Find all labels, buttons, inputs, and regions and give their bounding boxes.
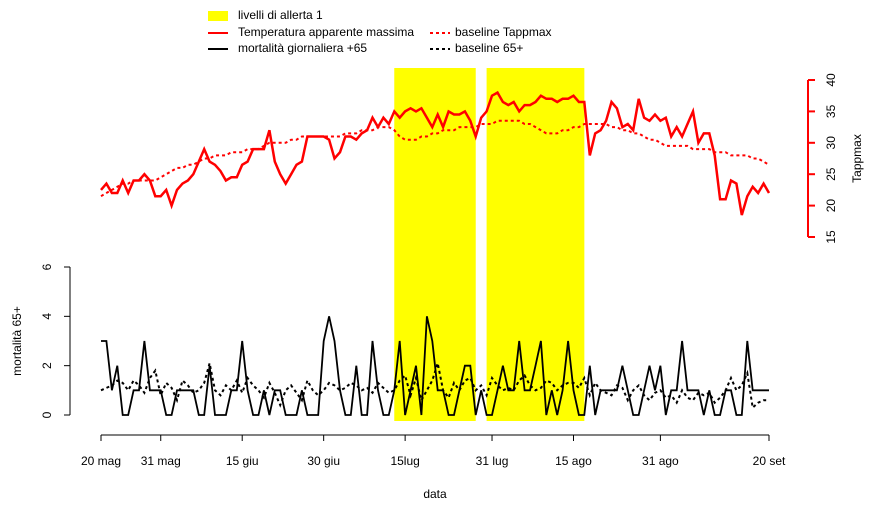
- y-tick-label: 2: [40, 362, 54, 369]
- legend-label: Temperatura apparente massima: [238, 25, 414, 39]
- y2-tick-label: 30: [824, 136, 838, 150]
- y2-tick-label: 25: [824, 167, 838, 181]
- y2-tick-label: 20: [824, 199, 838, 213]
- y-tick-label: 6: [40, 263, 54, 270]
- x-tick-label: 31 mag: [141, 454, 181, 468]
- y-axis-title: mortalità 65+: [10, 306, 24, 376]
- legend-swatch: [208, 11, 228, 21]
- y2-tick-label: 40: [824, 73, 838, 87]
- x-tick-label: 15 giu: [226, 454, 259, 468]
- y2-axis-title: Tappmax: [850, 134, 864, 183]
- x-tick-label: 30 giu: [307, 454, 340, 468]
- x-tick-label: 15 ago: [555, 454, 592, 468]
- y2-tick-label: 15: [824, 230, 838, 244]
- x-tick-label: 31 lug: [476, 454, 509, 468]
- legend-label: mortalità giornaliera +65: [238, 41, 367, 55]
- legend-label: livelli di allerta 1: [238, 8, 323, 22]
- series-line: [100, 119, 770, 198]
- legend-label: baseline Tappmax: [455, 25, 552, 39]
- series-line: [100, 90, 771, 216]
- x-tick-label: 15lug: [390, 454, 419, 468]
- x-tick-label: 20 mag: [81, 454, 121, 468]
- legend-label: baseline 65+: [455, 41, 523, 55]
- x-axis-title: data: [423, 487, 447, 501]
- y2-tick-label: 35: [824, 104, 838, 118]
- x-tick-label: 31 ago: [642, 454, 679, 468]
- series-line: [100, 362, 769, 410]
- y-tick-label: 0: [40, 411, 54, 418]
- x-tick-label: 20 set: [753, 454, 786, 468]
- series-line: [101, 316, 769, 416]
- y-tick-label: 4: [40, 313, 54, 320]
